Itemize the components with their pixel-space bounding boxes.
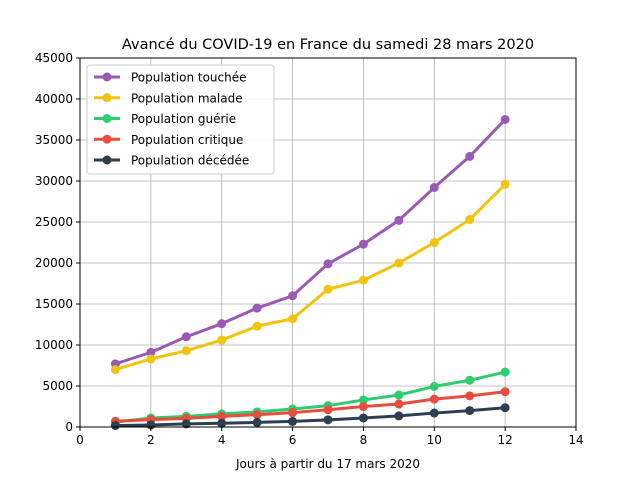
data-point (394, 390, 404, 400)
data-point (217, 418, 227, 428)
data-point (394, 215, 404, 225)
legend-label: Population guérie (131, 112, 236, 126)
data-point (288, 291, 298, 301)
data-point (217, 411, 227, 421)
data-point (429, 381, 439, 391)
x-tick-label: 12 (498, 433, 513, 447)
series-1 (110, 179, 510, 375)
legend-label: Population critique (131, 133, 243, 147)
data-point (394, 399, 404, 409)
data-point (323, 259, 333, 269)
data-point (288, 416, 298, 426)
y-tick-label: 15000 (35, 297, 73, 311)
legend: Population touchée Population malade Popul… (86, 64, 275, 175)
legend-swatch-marker (102, 155, 112, 165)
data-point (358, 275, 368, 285)
y-tick-label: 20000 (35, 256, 73, 270)
data-point (323, 405, 333, 415)
x-tick-label: 14 (568, 433, 583, 447)
y-tick-label: 35000 (35, 133, 73, 147)
data-point (500, 387, 510, 397)
legend-swatch-marker (102, 114, 112, 123)
series-line (113, 370, 507, 424)
data-point (181, 332, 191, 342)
x-tick-label: 8 (360, 433, 368, 447)
data-point (181, 346, 191, 356)
y-tick-label: 10000 (35, 338, 73, 352)
series-layer (110, 115, 510, 431)
legend-swatch-marker (102, 72, 112, 82)
data-point (252, 321, 262, 331)
data-point (358, 395, 368, 405)
data-point (429, 238, 439, 247)
legend-item: Population touchée (94, 71, 246, 85)
legend-swatch-marker (102, 134, 112, 144)
legend-swatch-marker (102, 93, 112, 103)
data-point (252, 410, 262, 420)
series-4 (110, 403, 510, 431)
legend-item: Population décédée (94, 154, 249, 168)
data-point (500, 367, 510, 377)
x-axis-label: Jours à partir du 17 mars 2020 (235, 457, 420, 471)
y-tick-label: 30000 (35, 174, 73, 188)
plot-frame (79, 57, 577, 428)
data-point (323, 284, 333, 294)
y-tick-label: 0 (65, 420, 73, 434)
data-point (323, 415, 333, 425)
data-point (500, 115, 510, 124)
y-tick-label: 40000 (35, 92, 73, 106)
legend-item: Population critique (94, 133, 243, 147)
legend-item: Population guérie (94, 112, 236, 126)
x-tick-label: 2 (147, 433, 155, 447)
x-tick-label: 4 (218, 433, 226, 447)
data-point (146, 354, 156, 364)
x-tick-label: 0 (76, 433, 84, 447)
data-point (429, 408, 439, 418)
data-point (358, 413, 368, 423)
series-line (113, 406, 507, 428)
y-tick-label: 25000 (35, 215, 73, 229)
data-point (110, 421, 120, 431)
x-tick-label: 10 (427, 433, 442, 447)
series-0 (110, 115, 510, 369)
chart-title: Avancé du COVID-19 en France du samedi 2… (122, 37, 534, 53)
y-tick-label: 5000 (42, 379, 73, 393)
data-point (146, 347, 156, 357)
data-point (465, 391, 475, 401)
data-point (465, 151, 475, 161)
x-tick-label: 6 (289, 433, 297, 447)
axis-ticks: 0 2 4 6 8 10 12 14 0 5000 10000 15000 20000 25000 3000… (35, 51, 584, 447)
legend-label: Population touchée (131, 71, 246, 85)
data-point (217, 319, 227, 329)
data-point (288, 314, 298, 324)
data-point (252, 417, 262, 427)
legend-item: Population malade (94, 91, 243, 105)
data-point (500, 179, 510, 189)
data-point (358, 402, 368, 411)
data-point (465, 406, 475, 416)
data-point (429, 394, 439, 404)
legend-label: Population malade (131, 91, 243, 105)
data-point (181, 419, 191, 429)
legend-box (86, 64, 275, 175)
data-point (465, 375, 475, 385)
series-3 (110, 387, 510, 426)
series-line (113, 182, 507, 372)
series-line (113, 390, 507, 423)
data-point (500, 403, 510, 413)
data-point (252, 303, 262, 313)
data-point (217, 335, 227, 345)
data-point (394, 411, 404, 421)
data-point (465, 215, 475, 225)
legend-label: Population décédée (131, 154, 249, 168)
data-point (110, 365, 120, 375)
y-tick-label: 45000 (35, 51, 73, 65)
series-line (113, 118, 507, 366)
data-point (394, 258, 404, 268)
data-point (429, 183, 439, 193)
data-point (358, 239, 368, 249)
data-point (288, 408, 298, 418)
